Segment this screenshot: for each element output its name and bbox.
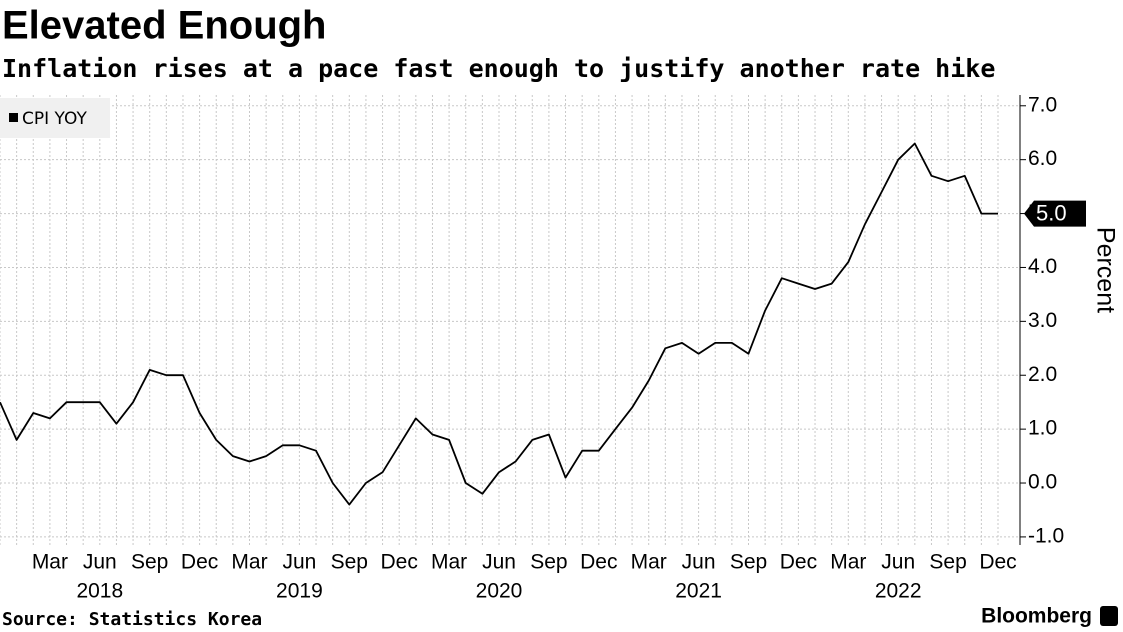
x-tick-label: Dec — [780, 551, 817, 574]
x-tick-label: Dec — [381, 551, 418, 574]
value-tag — [1024, 200, 1086, 227]
x-tick-label: Jun — [881, 551, 915, 574]
x-tick-label: Sep — [131, 551, 168, 574]
x-tick-label: Sep — [530, 551, 567, 574]
y-tick-label: 1.0 — [1028, 417, 1057, 440]
brand: Bloomberg — [981, 605, 1092, 628]
x-tick-label: Mar — [631, 551, 667, 574]
x-tick-label: Mar — [431, 551, 467, 574]
legend-box — [0, 98, 110, 138]
value-label: 5.0 — [1036, 200, 1067, 225]
x-group-label: 2021 — [675, 580, 722, 603]
line-series — [0, 142, 998, 506]
source: Source: Statistics Korea — [2, 609, 262, 630]
y-tick-label: -1.0 — [1028, 524, 1064, 547]
x-group-label: 2018 — [76, 580, 123, 603]
chart-subtitle: Inflation rises at a pace fast enough to… — [2, 54, 995, 83]
y-tick-label: 2.0 — [1028, 363, 1057, 386]
x-tick-label: Sep — [331, 551, 368, 574]
y-tick-label: 0.0 — [1028, 471, 1057, 494]
x-tick-label: Sep — [929, 551, 966, 574]
y-tick-label: 6.0 — [1028, 147, 1057, 170]
x-tick-label: Dec — [181, 551, 218, 574]
x-tick-label: Sep — [730, 551, 767, 574]
y-tick-label: 4.0 — [1028, 255, 1057, 278]
x-tick-label: Mar — [830, 551, 866, 574]
y-tick-label: 3.0 — [1028, 309, 1057, 332]
x-tick-label: Jun — [682, 551, 716, 574]
x-group-label: 2020 — [476, 580, 523, 603]
grid — [0, 95, 1020, 545]
brand-icon — [1100, 606, 1118, 626]
y-axis-label: Percent — [1091, 227, 1119, 313]
x-group-label: 2019 — [276, 580, 323, 603]
x-tick-label: Dec — [979, 551, 1016, 574]
x-tick-label: Jun — [482, 551, 516, 574]
x-tick-label: Mar — [231, 551, 267, 574]
x-tick-label: Jun — [83, 551, 117, 574]
legend-label: CPI YOY — [22, 109, 87, 129]
x-tick-label: Jun — [282, 551, 316, 574]
chart-title: Elevated Enough — [2, 4, 327, 48]
y-tick-label: 7.0 — [1028, 93, 1057, 116]
legend-swatch — [9, 113, 18, 122]
x-group-label: 2022 — [875, 580, 922, 603]
x-tick-label: Mar — [32, 551, 68, 574]
x-tick-label: Dec — [580, 551, 617, 574]
